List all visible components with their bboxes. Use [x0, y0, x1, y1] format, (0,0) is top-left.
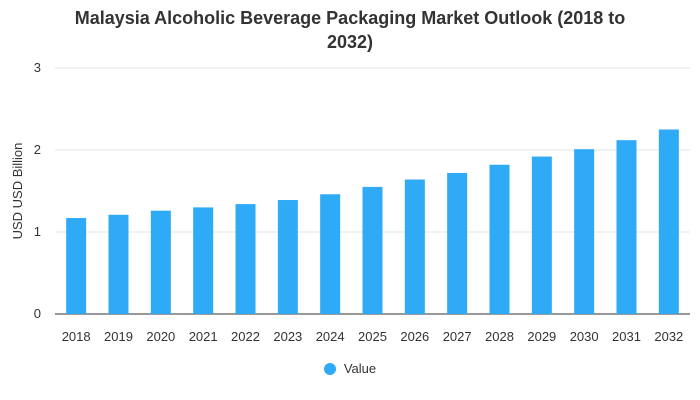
y-tick-label: 3 [34, 60, 41, 75]
bar[interactable] [447, 172, 468, 314]
bar[interactable] [235, 204, 256, 314]
bar[interactable] [574, 149, 595, 314]
chart-title: Malaysia Alcoholic Beverage Packaging Ma… [0, 6, 700, 54]
legend[interactable]: Value [0, 361, 700, 376]
x-tick-label: 2030 [570, 329, 599, 344]
legend-label: Value [343, 361, 377, 376]
bar[interactable] [150, 210, 171, 314]
bar[interactable] [277, 200, 298, 314]
x-tick-label: 2018 [62, 329, 91, 344]
bars [66, 129, 679, 315]
x-tick-label: 2019 [104, 329, 133, 344]
x-axis-ticks: 2018 2019 2020 2021 2022 2023 2024 2025 2026 2027… [62, 329, 684, 344]
chart-title-line-2: 2032) [326, 32, 374, 52]
bar[interactable] [404, 179, 425, 314]
bar[interactable] [193, 207, 214, 314]
x-tick-label: 2031 [612, 329, 641, 344]
bar[interactable] [531, 156, 552, 314]
bar[interactable] [108, 214, 129, 314]
y-tick-label: 0 [34, 306, 41, 321]
y-tick-label: 2 [34, 142, 41, 157]
bar[interactable] [66, 218, 87, 314]
x-tick-label: 2021 [189, 329, 218, 344]
bar[interactable] [320, 194, 341, 314]
bar[interactable] [658, 129, 679, 315]
y-axis-ticks: 0 1 2 3 [34, 60, 41, 321]
x-tick-label: 2022 [231, 329, 260, 344]
y-axis-title: USD USD Billion [10, 143, 25, 240]
x-tick-label: 2029 [527, 329, 556, 344]
bar[interactable] [616, 140, 637, 314]
x-tick-label: 2032 [654, 329, 683, 344]
x-tick-label: 2020 [146, 329, 175, 344]
x-tick-label: 2028 [485, 329, 514, 344]
y-tick-label: 1 [34, 224, 41, 239]
x-tick-label: 2025 [358, 329, 387, 344]
x-tick-label: 2024 [316, 329, 345, 344]
bar[interactable] [489, 164, 510, 314]
legend-marker-icon [323, 362, 336, 375]
x-tick-label: 2026 [400, 329, 429, 344]
x-tick-label: 2023 [273, 329, 302, 344]
bar[interactable] [362, 186, 383, 314]
chart-title-line-1: Malaysia Alcoholic Beverage Packaging Ma… [74, 8, 626, 28]
x-tick-label: 2027 [443, 329, 472, 344]
